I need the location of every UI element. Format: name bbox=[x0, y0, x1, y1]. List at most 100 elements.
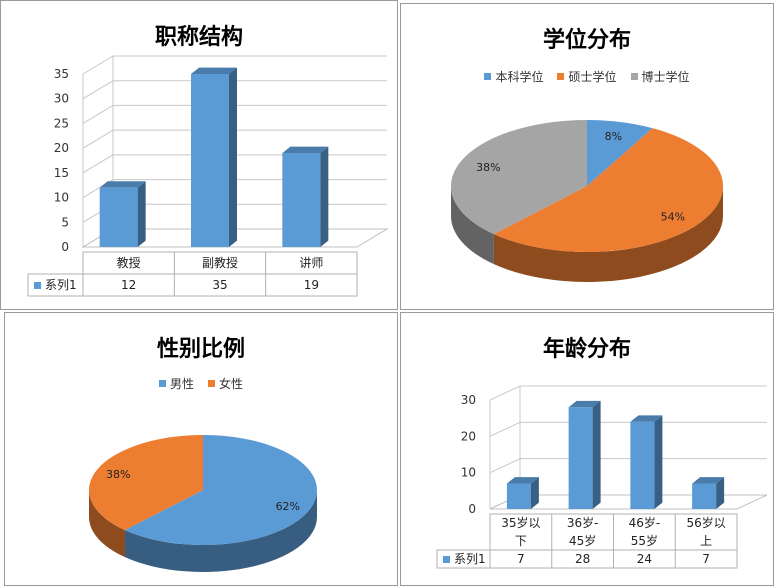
bar-top bbox=[630, 415, 663, 422]
pie-slice bbox=[451, 120, 587, 235]
x-category-label: 35岁以 bbox=[501, 515, 540, 530]
table-value: 19 bbox=[304, 278, 319, 292]
chart-title: 性别比例 bbox=[156, 337, 245, 362]
x-category-label: 55岁 bbox=[631, 533, 658, 548]
x-category-label: 下 bbox=[515, 534, 527, 548]
bar bbox=[692, 483, 717, 509]
bar bbox=[191, 74, 229, 247]
bar-top bbox=[282, 146, 329, 154]
x-category-label: 讲师 bbox=[299, 255, 323, 270]
legend-swatch bbox=[443, 556, 450, 563]
chart-panel-title-structure: 职称结构 0 5 10 15 20 25 30 35 教授 12 副教授 35 讲师 19 系列1 bbox=[0, 0, 398, 310]
legend-item: 博士学位 bbox=[630, 68, 690, 85]
y-tick-label: 5 bbox=[61, 215, 69, 229]
gridline-side bbox=[489, 421, 521, 437]
table-value: 7 bbox=[702, 552, 710, 566]
pie-value-label: 62% bbox=[276, 500, 300, 513]
chart-panel-age: 年龄分布 0 10 20 30 35岁以下 7 36岁- 45岁 28 46岁- 55岁 24 56岁以… bbox=[400, 312, 774, 586]
bar-side bbox=[654, 415, 663, 509]
pie-slice-side bbox=[451, 186, 494, 265]
bar bbox=[506, 483, 531, 509]
gridline-side bbox=[82, 80, 114, 100]
bar-top bbox=[191, 67, 237, 74]
chart-legend: 男性 女性 bbox=[5, 375, 397, 392]
pie-slice-side bbox=[89, 490, 125, 558]
table-value: 24 bbox=[637, 552, 652, 566]
pie-chart-degree: 8% 54% 38% bbox=[451, 120, 724, 283]
bar-side bbox=[592, 400, 601, 509]
gridline-side bbox=[489, 458, 521, 474]
table-value: 12 bbox=[121, 278, 136, 292]
legend-swatch bbox=[208, 380, 215, 387]
y-tick-label: 15 bbox=[54, 166, 69, 180]
x-category-label: 上 bbox=[700, 534, 712, 548]
pie-value-label: 54% bbox=[661, 210, 685, 223]
pie-slice bbox=[587, 120, 653, 186]
y-tick-label: 0 bbox=[61, 240, 69, 254]
pie-slice-side bbox=[124, 490, 317, 572]
bar-side bbox=[229, 67, 237, 247]
pie-slice bbox=[493, 128, 724, 253]
legend-label: 本科学位 bbox=[495, 70, 544, 84]
legend-item: 女性 bbox=[208, 375, 243, 392]
legend-item: 硕士学位 bbox=[557, 68, 617, 85]
x-category-label: 46岁- bbox=[629, 515, 661, 530]
pie-value-label: 38% bbox=[106, 468, 130, 481]
chart-panel-gender: 性别比例 男性 女性 62% 38% bbox=[4, 312, 398, 586]
table-value: 28 bbox=[575, 552, 590, 566]
legend-swatch bbox=[557, 73, 565, 80]
legend-item: 本科学位 bbox=[484, 68, 543, 85]
x-category-label: 56岁以 bbox=[686, 515, 725, 530]
legend-label: 硕士学位 bbox=[568, 70, 617, 84]
bar bbox=[630, 421, 655, 509]
legend-swatch bbox=[158, 380, 166, 387]
chart-title: 学位分布 bbox=[542, 28, 631, 53]
pie-value-label: 8% bbox=[605, 130, 622, 143]
bar-chart-title-structure: 0 5 10 15 20 25 30 35 教授 12 副教授 35 讲师 19 系列1 bbox=[27, 55, 389, 297]
chart-title: 职称结构 bbox=[154, 25, 243, 50]
legend-label: 博士学位 bbox=[641, 70, 690, 84]
bar bbox=[99, 187, 138, 247]
bar-side bbox=[530, 477, 539, 509]
bar-side bbox=[137, 181, 146, 247]
bar bbox=[282, 153, 321, 247]
bar-side bbox=[716, 477, 725, 509]
y-tick-label: 0 bbox=[468, 502, 476, 516]
x-category-label: 教授 bbox=[117, 255, 141, 270]
y-tick-label: 10 bbox=[54, 191, 69, 205]
gridline-side bbox=[82, 129, 114, 149]
legend-label: 男性 bbox=[169, 377, 194, 391]
legend-swatch bbox=[484, 73, 492, 80]
bar bbox=[568, 407, 593, 509]
chart-panel-degree: 学位分布 本科学位 硕士学位 博士学位 8% 54% 38% bbox=[400, 3, 774, 310]
bar-side bbox=[320, 146, 329, 247]
chart-legend: 本科学位 硕士学位 博士学位 bbox=[401, 68, 773, 85]
pie-slice bbox=[88, 435, 203, 531]
chart-title: 年龄分布 bbox=[542, 337, 631, 362]
gridline-side bbox=[82, 154, 114, 174]
legend-swatch bbox=[34, 282, 41, 289]
pie-slice bbox=[124, 435, 317, 545]
y-tick-label: 30 bbox=[54, 92, 69, 106]
series-name: 系列1 bbox=[454, 552, 486, 566]
table-value-row bbox=[27, 273, 358, 297]
y-tick-label: 25 bbox=[54, 116, 69, 130]
x-category-label: 45岁 bbox=[569, 533, 596, 548]
bar-top bbox=[99, 181, 146, 188]
gridline-side bbox=[82, 104, 114, 124]
y-tick-label: 20 bbox=[461, 429, 476, 443]
bar-top bbox=[692, 477, 725, 484]
series-name: 系列1 bbox=[45, 278, 77, 292]
y-tick-label: 35 bbox=[54, 67, 69, 81]
legend-swatch bbox=[630, 73, 638, 80]
table-value: 35 bbox=[212, 278, 227, 292]
gridline-side bbox=[489, 385, 521, 401]
y-tick-label: 10 bbox=[461, 466, 476, 480]
x-category-label: 副教授 bbox=[202, 255, 238, 270]
table-value-row bbox=[436, 549, 738, 569]
legend-label: 女性 bbox=[219, 377, 244, 391]
pie-chart-gender: 62% 38% bbox=[88, 435, 317, 572]
pie-slice-side bbox=[493, 186, 723, 283]
gridline-side bbox=[82, 55, 114, 75]
